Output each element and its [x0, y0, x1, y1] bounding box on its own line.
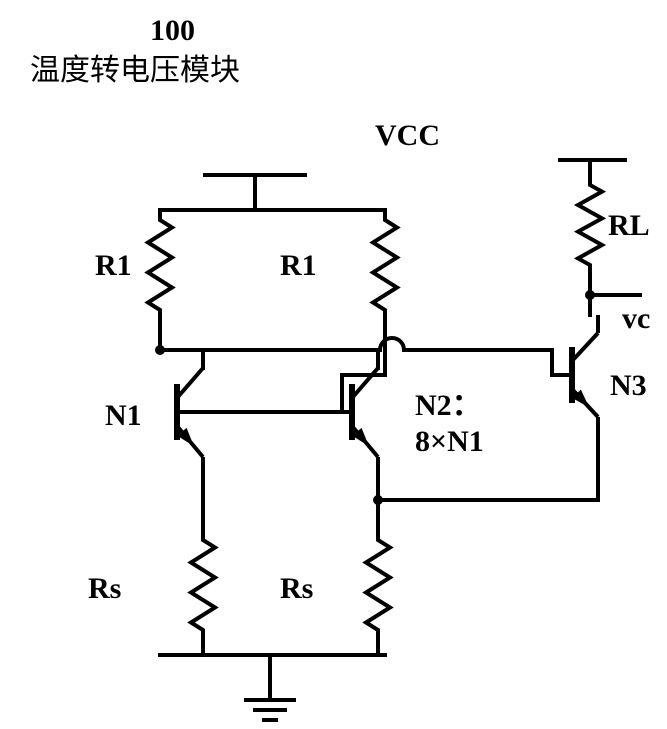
transistor-n3-collector-diag [572, 333, 598, 361]
resistor-r1-right [373, 210, 397, 320]
resistor-r1-right-body [373, 210, 397, 320]
label-r1-right: R1 [280, 249, 317, 282]
transistor-n2-collector-diag [352, 368, 378, 398]
resistor-rs-right [366, 530, 390, 640]
label-rl: RL [608, 209, 650, 242]
resistor-rl [578, 175, 602, 275]
node-dot-vc [585, 290, 595, 300]
resistor-rs-left [191, 530, 215, 640]
resistor-r1-left [148, 210, 172, 320]
label-n3: N3 [610, 369, 647, 402]
resistor-rl-body [578, 175, 602, 275]
label-rs-left: Rs [88, 572, 121, 605]
ground-symbol [244, 680, 296, 720]
node-dot-2 [373, 495, 383, 505]
resistor-rs-left-body [191, 530, 215, 640]
label-n2-line2: 8×N1 [415, 425, 484, 458]
label-vc: vc [622, 302, 650, 335]
label-n2-line1: N2： [415, 389, 482, 422]
label-r1-left: R1 [95, 249, 132, 282]
transistor-n2 [332, 350, 378, 475]
label-rs-right: Rs [280, 572, 313, 605]
label-vcc: VCC [375, 119, 440, 152]
label-title-cn: 温度转电压模块 [30, 54, 240, 87]
label-title-number: 100 [150, 14, 195, 47]
transistor-n1-collector-diag [177, 368, 203, 398]
resistor-r1-left-body [148, 210, 172, 320]
label-n1: N1 [105, 399, 142, 432]
transistor-n3 [552, 315, 598, 435]
resistor-rs-right-body [366, 530, 390, 640]
